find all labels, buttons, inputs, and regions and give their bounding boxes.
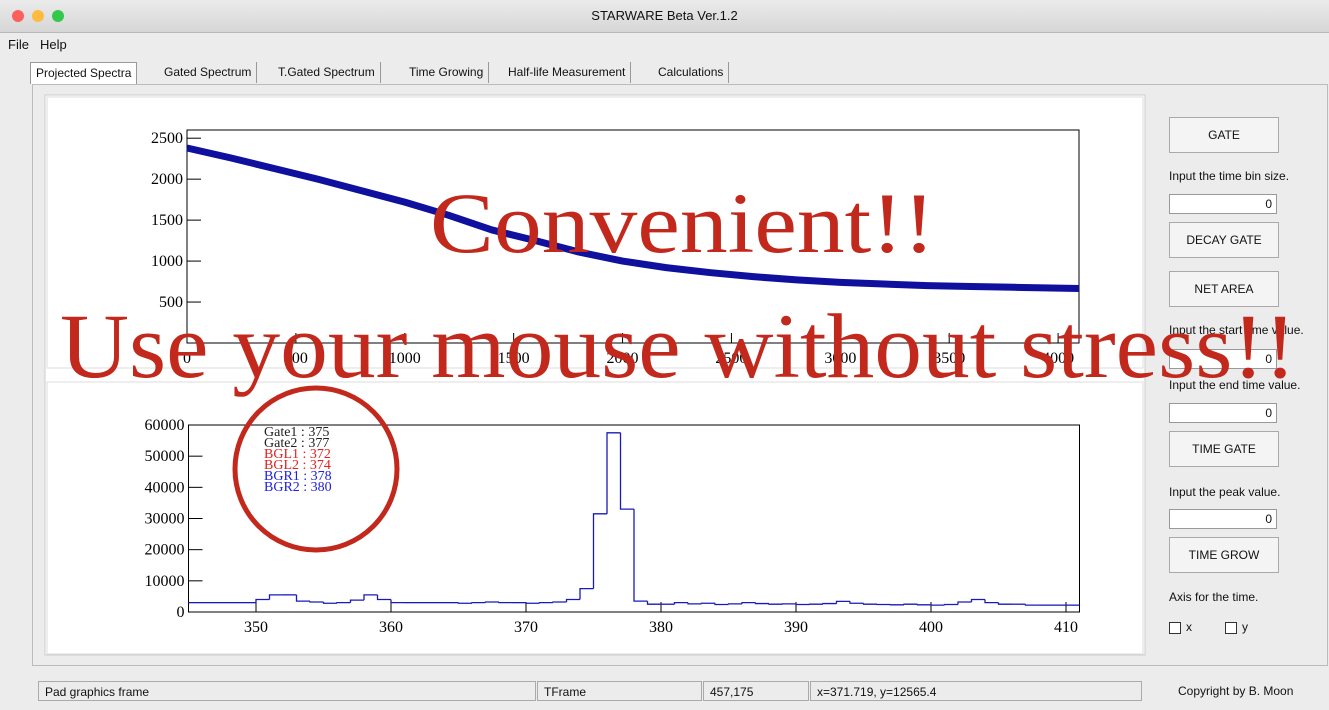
label: Input the peak value.: [1169, 485, 1281, 499]
text-input[interactable]: 0: [1169, 509, 1277, 529]
window-title: STARWARE Beta Ver.1.2: [591, 8, 738, 23]
label: Input the time bin size.: [1169, 169, 1290, 183]
tab[interactable]: T.Gated Spectrum: [273, 62, 381, 83]
menu-item[interactable]: File: [8, 37, 29, 52]
zoom-button[interactable]: [52, 10, 64, 22]
time-gate-button[interactable]: TIME GATE: [1169, 431, 1279, 467]
tab[interactable]: Calculations: [653, 62, 730, 83]
minimize-button[interactable]: [32, 10, 44, 22]
gate-button[interactable]: GATE: [1169, 117, 1279, 153]
title-bar: STARWARE Beta Ver.1.2: [0, 0, 1329, 33]
checkbox-label: x: [1186, 620, 1192, 634]
menu-item[interactable]: Help: [40, 37, 67, 52]
status-field: TFrame: [537, 681, 702, 701]
decay-gate-button[interactable]: DECAY GATE: [1169, 222, 1279, 258]
text-input[interactable]: 0: [1169, 403, 1277, 423]
net-area-button[interactable]: NET AREA: [1169, 271, 1279, 307]
text-input[interactable]: 0: [1169, 349, 1277, 369]
tab[interactable]: Half-life Measurement: [503, 62, 632, 83]
status-field: x=371.719, y=12565.4: [810, 681, 1142, 701]
checkbox[interactable]: y: [1225, 620, 1248, 634]
status-field: 457,175: [703, 681, 809, 701]
text-input[interactable]: 0: [1169, 194, 1277, 214]
label: Axis for the time.: [1169, 590, 1259, 604]
label: Input the end time value.: [1169, 378, 1301, 392]
close-button[interactable]: [12, 10, 24, 22]
copyright: Copyright by B. Moon: [1178, 684, 1294, 698]
checkbox[interactable]: x: [1169, 620, 1192, 634]
tab[interactable]: Projected Spectra: [30, 62, 138, 84]
tab[interactable]: Gated Spectrum: [159, 62, 258, 83]
tab-panel: [32, 84, 1328, 666]
tab[interactable]: Time Growing: [404, 62, 490, 83]
status-field: Pad graphics frame: [38, 681, 536, 701]
label: Input the start time value.: [1169, 323, 1304, 337]
checkbox-label: y: [1242, 620, 1248, 634]
time-grow-button[interactable]: TIME GROW: [1169, 537, 1279, 573]
